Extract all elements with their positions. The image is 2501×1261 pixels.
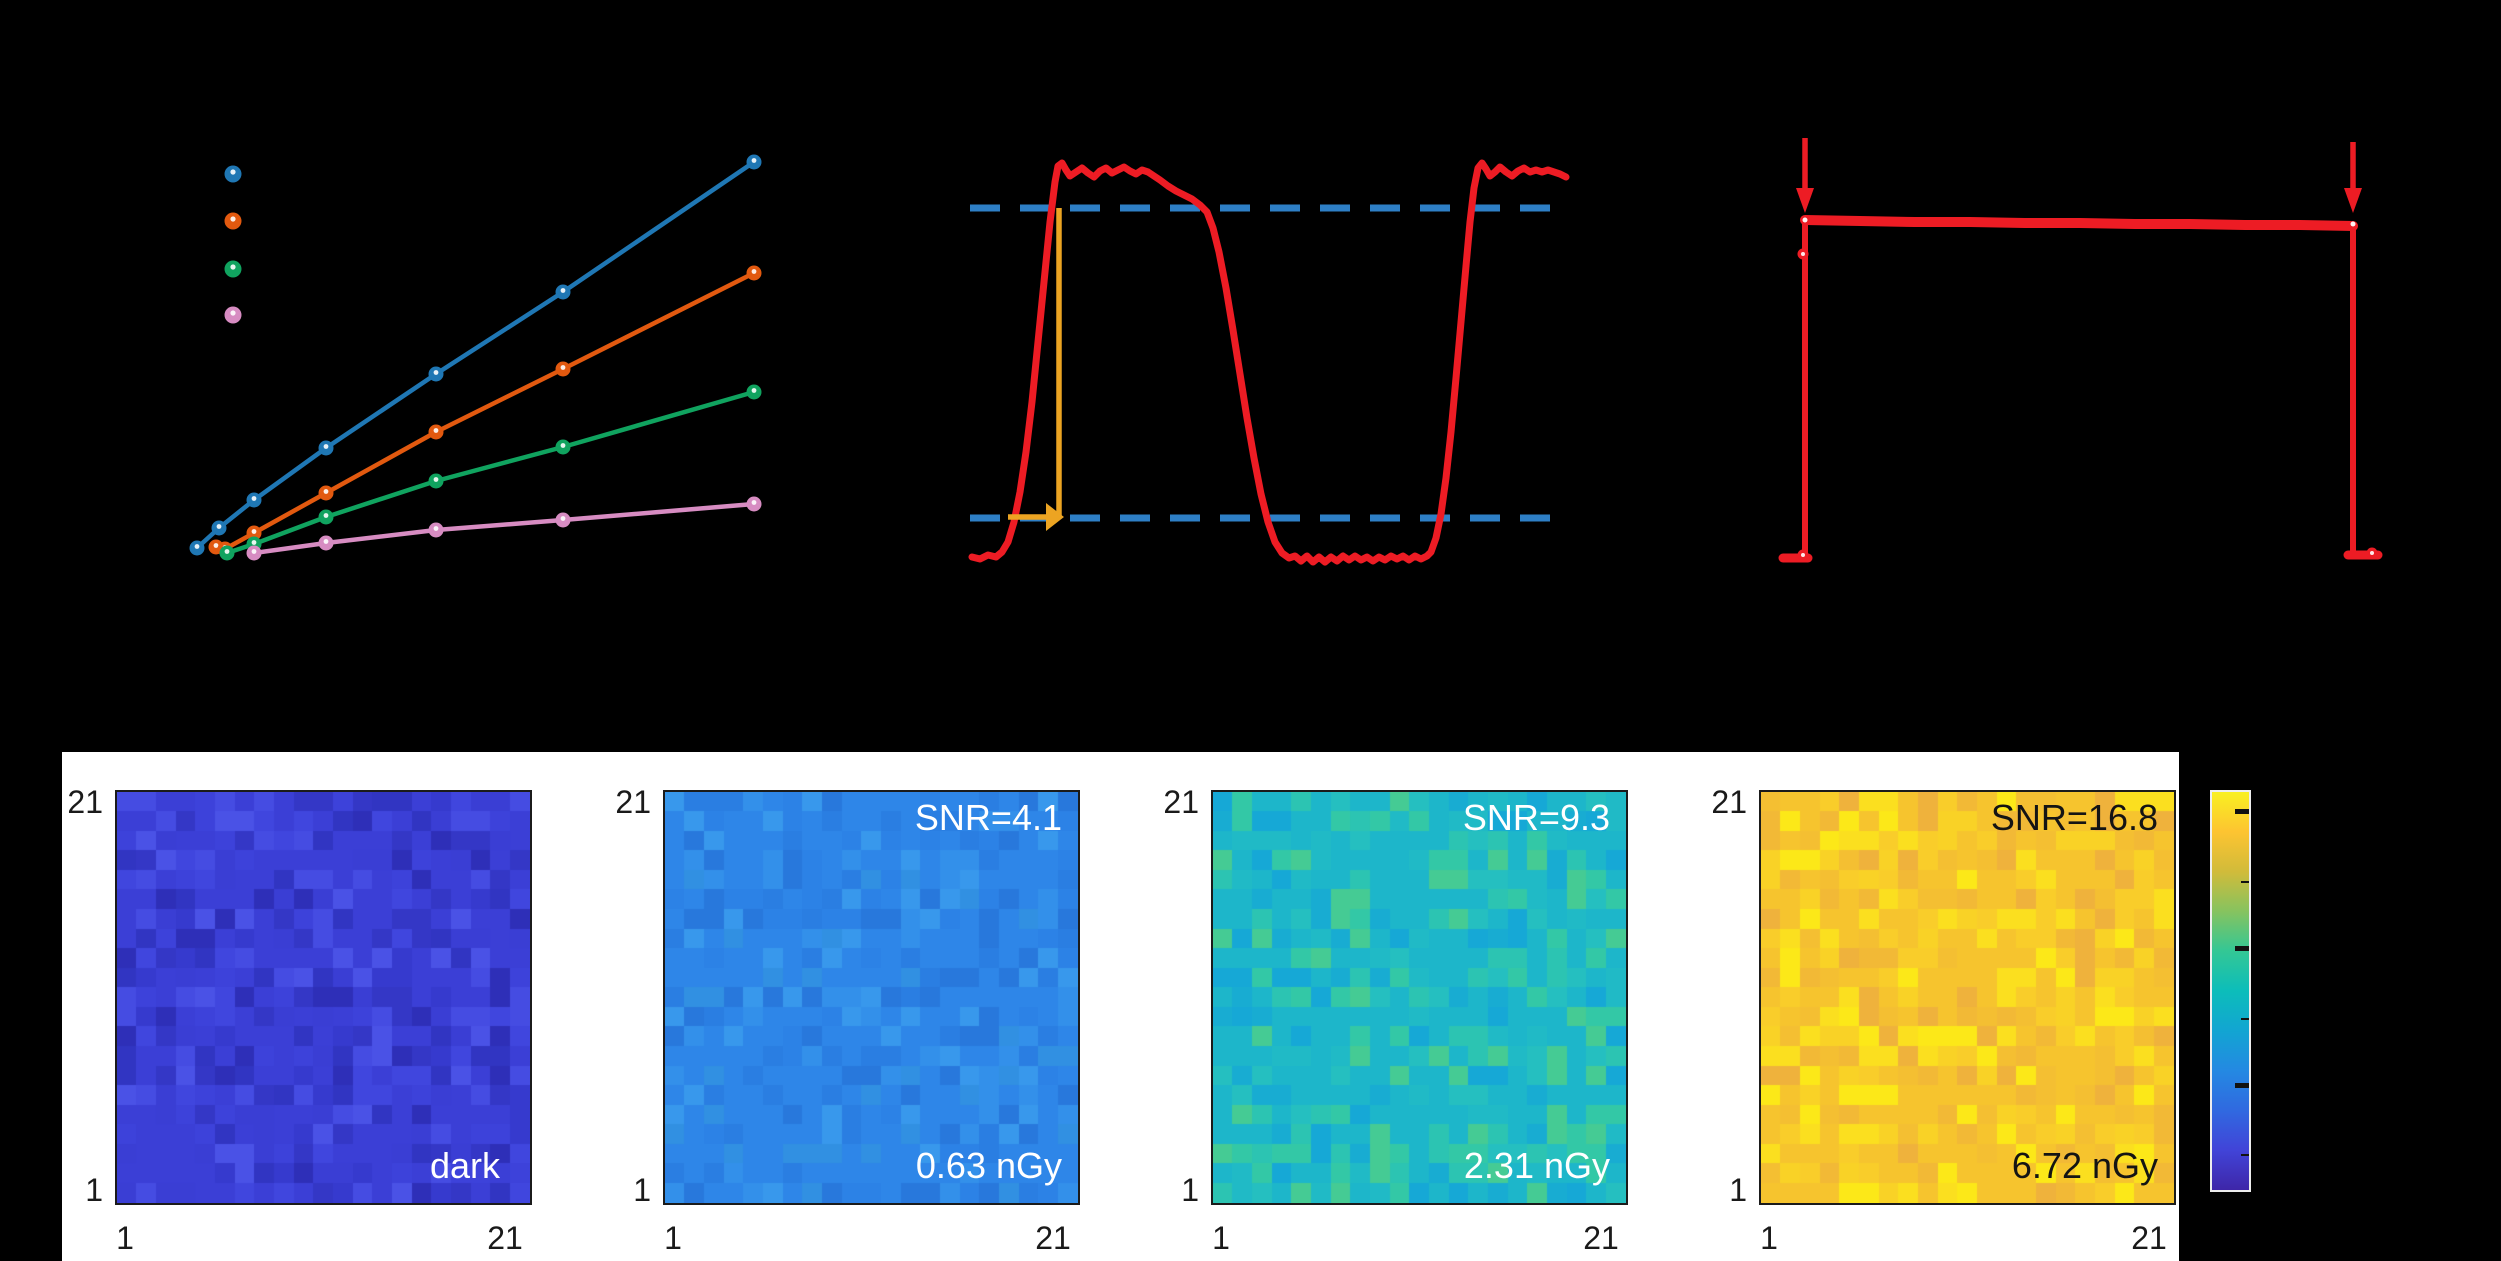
x-tick-label: 21 — [1035, 1220, 1071, 1256]
marker-glint — [194, 544, 200, 549]
series-line-1 — [195, 160, 756, 550]
dose-label: 2.31 nGy — [1463, 1145, 1610, 1186]
marker-glint — [560, 516, 566, 521]
marker-glint — [1801, 553, 1805, 557]
marker-glint — [251, 549, 257, 554]
heatmap-063ngy — [663, 790, 1080, 1205]
marker-glint — [560, 443, 566, 448]
colorbar-tick — [2241, 880, 2249, 883]
snr-label: SNR=16.8 — [1990, 797, 2158, 838]
series-line-2 — [215, 270, 756, 552]
y-tick-label: 1 — [85, 1172, 103, 1208]
y-tick-label: 21 — [67, 784, 103, 820]
colorbar-tick — [2241, 1153, 2249, 1156]
snr-label: SNR=9.3 — [1462, 797, 1610, 838]
colorbar — [2210, 790, 2251, 1192]
series-line-3 — [226, 389, 755, 556]
marker-glint — [251, 496, 257, 501]
heatmap-063ngy-canvas — [665, 792, 1078, 1203]
marker-glint — [751, 269, 757, 274]
marker-glint — [230, 310, 236, 316]
marker-glint — [230, 216, 236, 222]
marker-glint — [433, 477, 439, 482]
marker-glint — [230, 264, 236, 270]
y-tick-label: 1 — [1181, 1172, 1199, 1208]
heatmap-672ngy-canvas — [1761, 792, 2174, 1203]
signal-band — [1800, 215, 2358, 231]
dose-label: 6.72 nGy — [2011, 1145, 2158, 1186]
measurement-arrowhead — [1046, 503, 1064, 531]
marker-glint — [560, 365, 566, 370]
heatmap-231ngy — [1211, 790, 1628, 1205]
heatmap-231ngy-canvas — [1213, 792, 1626, 1203]
marker-glint — [433, 526, 439, 531]
y-tick-label: 1 — [1729, 1172, 1747, 1208]
colorbar-tick — [2235, 946, 2249, 952]
marker-glint — [560, 288, 566, 293]
x-tick-label: 1 — [1760, 1220, 1778, 1256]
y-tick-label: 21 — [1711, 784, 1747, 820]
junction-dot — [1802, 217, 1808, 223]
top-plots-svg — [189, 138, 2383, 566]
marker-glint — [751, 158, 757, 163]
marker-glint — [433, 428, 439, 433]
marker-glint — [224, 549, 230, 554]
marker-glint — [323, 513, 329, 518]
marker-glint — [216, 524, 222, 529]
y-tick-label: 1 — [633, 1172, 651, 1208]
snr-label: SNR=4.1 — [914, 797, 1062, 838]
marker-glint — [2370, 551, 2374, 555]
profile-curve — [968, 159, 1570, 566]
colorbar-tick — [2241, 1017, 2249, 1020]
marker-glint — [230, 169, 236, 175]
junction-dot — [2350, 221, 2356, 227]
marker-glint — [433, 370, 439, 375]
down-arrowhead — [1796, 188, 1814, 213]
colorbar-gradient — [2212, 792, 2249, 1190]
marker-glint — [323, 489, 329, 494]
marker-glint — [751, 388, 757, 393]
heatmap-dark-canvas — [117, 792, 530, 1203]
x-tick-label: 21 — [487, 1220, 523, 1256]
heatmap-dark — [115, 790, 532, 1205]
heatmap-672ngy — [1759, 790, 2176, 1205]
dose-label: dark — [429, 1145, 500, 1186]
marker-glint — [323, 539, 329, 544]
x-tick-label: 1 — [664, 1220, 682, 1256]
x-tick-label: 1 — [116, 1220, 134, 1256]
y-tick-label: 21 — [615, 784, 651, 820]
dose-label: 0.63 nGy — [915, 1145, 1062, 1186]
marker-glint — [251, 529, 257, 534]
down-arrowhead — [2344, 188, 2362, 213]
marker-glint — [1801, 252, 1805, 256]
marker-glint — [323, 444, 329, 449]
x-tick-label: 21 — [1583, 1220, 1619, 1256]
marker-glint — [751, 500, 757, 505]
colorbar-tick — [2235, 1082, 2249, 1088]
marker-glint — [251, 540, 257, 545]
marker-glint — [213, 543, 219, 548]
x-tick-label: 21 — [2131, 1220, 2167, 1256]
x-tick-label: 1 — [1212, 1220, 1230, 1256]
y-tick-label: 21 — [1163, 784, 1199, 820]
colorbar-tick — [2235, 809, 2249, 815]
